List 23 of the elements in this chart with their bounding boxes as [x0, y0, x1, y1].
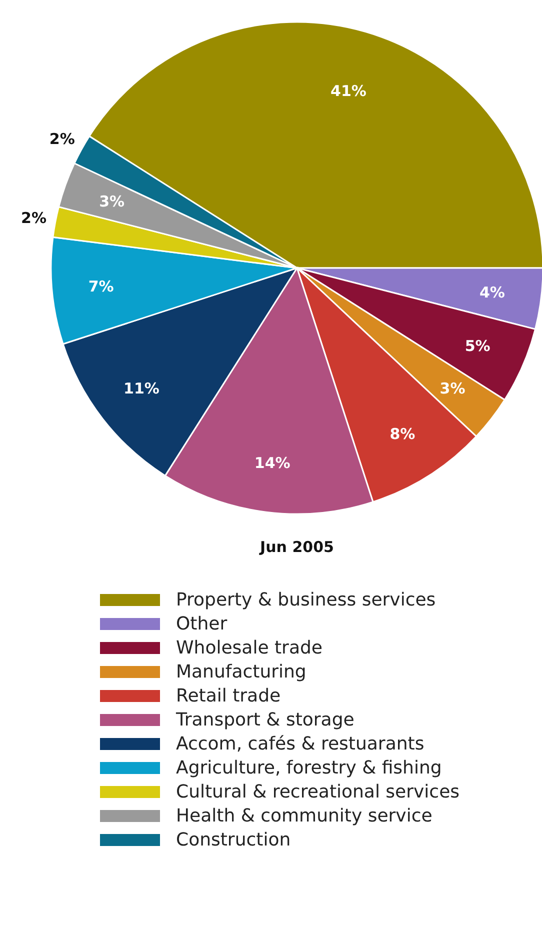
- legend-label: Health & community service: [176, 806, 432, 826]
- data-label: 2%: [21, 208, 46, 227]
- data-label: 14%: [254, 454, 290, 472]
- data-label: 4%: [480, 284, 505, 302]
- data-label: 7%: [88, 278, 114, 296]
- legend-label: Property & business services: [176, 590, 436, 610]
- legend-label: Manufacturing: [176, 662, 306, 682]
- legend-label: Construction: [176, 830, 291, 850]
- legend-label: Wholesale trade: [176, 638, 322, 658]
- data-label: 3%: [440, 380, 466, 398]
- data-label: 3%: [99, 192, 125, 210]
- data-label: 41%: [330, 82, 366, 100]
- legend-label: Transport & storage: [175, 710, 354, 730]
- data-label: 11%: [124, 380, 160, 398]
- legend-label: Agriculture, forestry & fishing: [176, 758, 442, 778]
- legend-label: Accom, cafés & restuarants: [176, 734, 424, 754]
- legend-label: Retail trade: [176, 686, 281, 706]
- legend-label: Cultural & recreational services: [176, 782, 460, 802]
- legend-label: Other: [176, 614, 228, 634]
- data-label: 8%: [390, 425, 416, 444]
- data-label: 2%: [49, 130, 75, 148]
- data-label: 5%: [464, 337, 490, 356]
- text: Jun 2005: [259, 538, 334, 556]
